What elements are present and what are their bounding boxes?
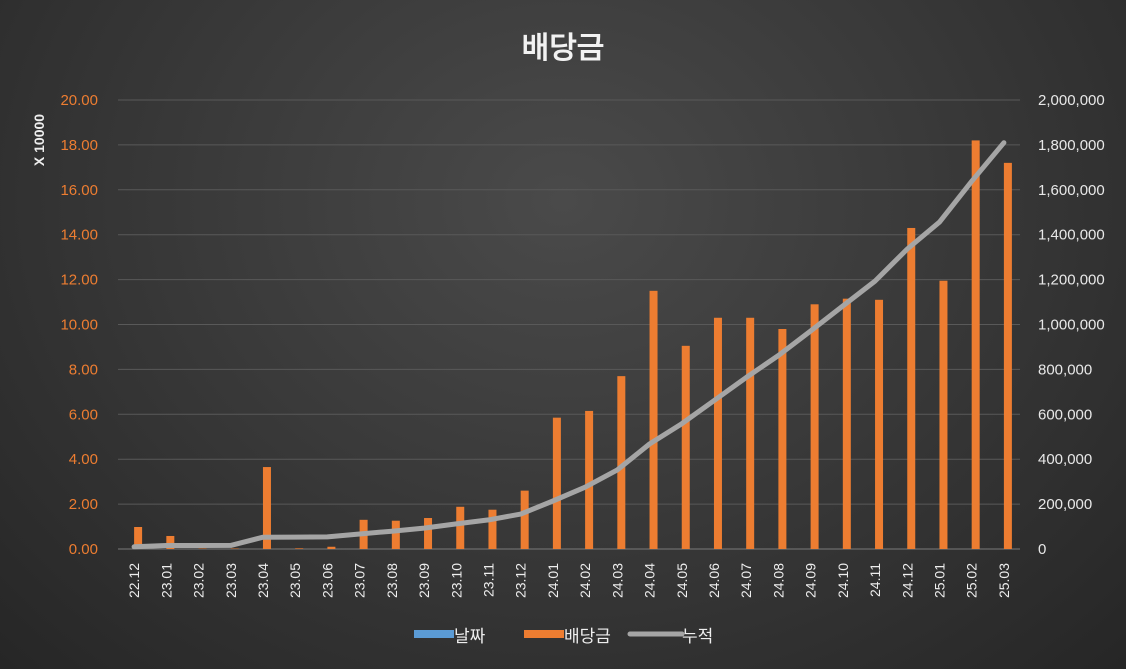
x-tick-label: 24.06 bbox=[706, 563, 722, 598]
x-tick-label: 23.12 bbox=[513, 563, 529, 598]
bar-배당금 bbox=[842, 298, 851, 549]
legend-swatch bbox=[414, 630, 454, 638]
x-tick-label: 24.07 bbox=[738, 563, 754, 598]
x-tick-label: 25.03 bbox=[996, 563, 1012, 598]
legend-label: 누적 bbox=[682, 627, 713, 647]
chart-title: 배당금 bbox=[522, 31, 605, 66]
right-axis-ticks: 0 200,000 400,000 600,000 800,000 1,000,000 1,… bbox=[1038, 92, 1105, 558]
bar-배당금 bbox=[681, 345, 690, 549]
y-right-tick-label: 1,000,000 bbox=[1038, 317, 1105, 334]
x-tick-label: 24.05 bbox=[674, 563, 690, 598]
gridlines bbox=[118, 99, 1020, 550]
bar-배당금 bbox=[1003, 162, 1012, 550]
y-right-tick-label: 800,000 bbox=[1038, 361, 1092, 378]
y-right-tick-label: 2,000,000 bbox=[1038, 92, 1105, 109]
bar-배당금 bbox=[391, 520, 400, 549]
x-tick-label: 24.11 bbox=[867, 563, 883, 597]
bar-배당금 bbox=[585, 410, 594, 549]
y-left-tick-label: 2.00 bbox=[69, 496, 98, 513]
bar-배당금 bbox=[810, 304, 819, 549]
y-left-tick-label: 4.00 bbox=[69, 451, 98, 468]
bar-배당금 bbox=[520, 490, 529, 549]
legend-label: 배당금 bbox=[564, 627, 611, 647]
x-tick-label: 23.09 bbox=[416, 563, 432, 598]
y-left-tick-label: 6.00 bbox=[69, 406, 98, 423]
bar-배당금 bbox=[971, 140, 980, 549]
legend: 날짜 배당금 누적 bbox=[414, 627, 713, 647]
bar-배당금 bbox=[875, 299, 884, 549]
bar-배당금 bbox=[262, 467, 271, 549]
y-left-tick-label: 14.00 bbox=[60, 227, 98, 244]
y-right-tick-label: 1,600,000 bbox=[1038, 182, 1105, 199]
bar-series bbox=[134, 140, 1012, 550]
x-tick-label: 24.08 bbox=[770, 563, 786, 598]
x-tick-label: 24.04 bbox=[642, 563, 658, 598]
x-tick-label: 23.01 bbox=[158, 563, 174, 598]
y-left-tick-label: 20.00 bbox=[60, 92, 98, 109]
line-누적 bbox=[131, 140, 1007, 550]
y-left-tick-label: 0.00 bbox=[69, 541, 98, 558]
x-tick-label: 23.04 bbox=[255, 563, 271, 598]
x-tick-label: 23.03 bbox=[223, 563, 239, 598]
legend-swatch bbox=[524, 630, 564, 638]
x-tick-label: 24.02 bbox=[577, 563, 593, 598]
x-tick-label: 22.12 bbox=[126, 563, 142, 598]
y-right-tick-label: 1,800,000 bbox=[1038, 137, 1105, 154]
x-tick-label: 24.03 bbox=[609, 563, 625, 598]
y-left-tick-label: 10.00 bbox=[60, 317, 98, 334]
y-left-tick-label: 18.00 bbox=[60, 137, 98, 154]
x-tick-label: 23.07 bbox=[352, 563, 368, 598]
bar-배당금 bbox=[295, 548, 304, 549]
left-axis-ticks: 0.00 2.00 4.00 6.00 8.00 10.00 12.00 14.00 16.00… bbox=[60, 92, 98, 558]
bar-배당금 bbox=[456, 506, 465, 549]
bar-배당금 bbox=[166, 535, 175, 549]
legend-label: 날짜 bbox=[454, 627, 486, 647]
x-tick-label: 24.12 bbox=[899, 563, 915, 598]
x-tick-label: 23.10 bbox=[448, 563, 464, 598]
y-right-tick-label: 0 bbox=[1038, 541, 1046, 558]
y-right-tick-label: 1,400,000 bbox=[1038, 227, 1105, 244]
y-right-tick-label: 1,200,000 bbox=[1038, 272, 1105, 289]
y-right-tick-label: 600,000 bbox=[1038, 406, 1092, 423]
x-tick-label: 23.08 bbox=[384, 563, 400, 598]
x-tick-label: 24.09 bbox=[803, 563, 819, 598]
x-tick-label: 24.01 bbox=[545, 563, 561, 598]
bar-배당금 bbox=[134, 526, 143, 549]
bar-배당금 bbox=[424, 518, 433, 549]
left-axis-multiplier-label: X 10000 bbox=[31, 114, 47, 166]
y-left-tick-label: 16.00 bbox=[60, 182, 98, 199]
bar-배당금 bbox=[713, 317, 722, 549]
x-tick-label: 23.06 bbox=[319, 563, 335, 598]
bar-배당금 bbox=[746, 317, 755, 549]
y-left-tick-label: 12.00 bbox=[60, 272, 98, 289]
x-axis-ticks: 22.12 23.01 23.02 23.03 23.04 23.05 23.06 23.07… bbox=[126, 563, 1012, 598]
y-right-tick-label: 200,000 bbox=[1038, 496, 1092, 513]
x-tick-label: 25.01 bbox=[931, 563, 947, 598]
bar-배당금 bbox=[488, 509, 497, 549]
y-left-tick-label: 8.00 bbox=[69, 361, 98, 378]
x-tick-label: 23.05 bbox=[287, 563, 303, 598]
bar-배당금 bbox=[907, 227, 916, 549]
bar-배당금 bbox=[778, 328, 787, 549]
bar-배당금 bbox=[552, 417, 561, 549]
bar-배당금 bbox=[649, 290, 658, 549]
bar-배당금 bbox=[939, 280, 948, 549]
x-tick-label: 23.02 bbox=[191, 563, 207, 598]
x-tick-label: 23.11 bbox=[480, 563, 496, 597]
bar-배당금 bbox=[327, 546, 336, 549]
line-series bbox=[131, 140, 1007, 550]
x-tick-label: 25.02 bbox=[964, 563, 980, 598]
bar-배당금 bbox=[617, 376, 626, 549]
x-tick-label: 24.10 bbox=[835, 563, 851, 598]
y-right-tick-label: 400,000 bbox=[1038, 451, 1092, 468]
